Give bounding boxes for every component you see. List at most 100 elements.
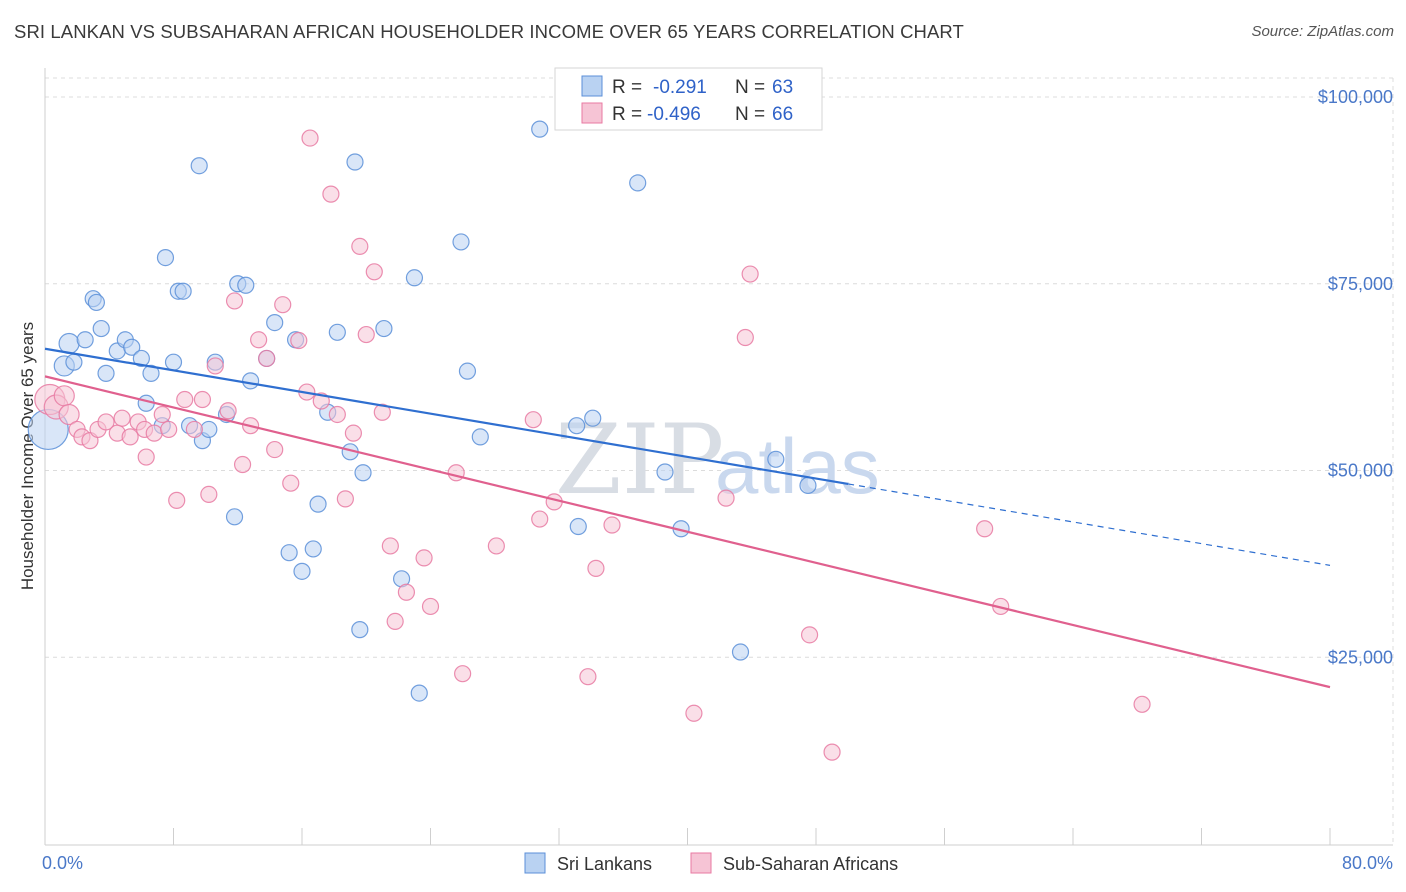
legend-swatch-sub-saharan <box>581 102 603 124</box>
sub-saharan-point <box>381 537 399 555</box>
sri-lankan-point <box>174 282 192 300</box>
bottom-legend-swatch-sri-lankans <box>524 852 546 874</box>
sri-lankan-point <box>375 319 393 338</box>
sub-saharan-trend-line <box>44 375 1331 689</box>
sub-saharan-point <box>206 357 224 375</box>
sri-lankan-point <box>452 233 470 251</box>
tick-labels: $25,000 $50,000 $75,000 $100,000 0.0% 80.0% <box>42 87 1393 873</box>
y-axis-title: Householder Income Over 65 years <box>18 322 37 590</box>
sri-lankan-point <box>304 540 322 558</box>
sub-saharan-point <box>454 665 472 683</box>
sub-saharan-point <box>137 448 155 466</box>
sub-saharan-point <box>487 537 505 555</box>
sub-saharan-point <box>145 424 163 442</box>
sub-saharan-point <box>365 263 383 281</box>
sub-saharan-point <box>322 185 340 203</box>
data-points <box>27 120 1151 761</box>
sub-saharan-point <box>53 385 75 407</box>
sub-saharan-point <box>274 296 292 314</box>
sub-saharan-point <box>258 349 276 368</box>
sub-saharan-point <box>587 559 605 577</box>
sri-lankan-point <box>242 372 260 390</box>
chart-title: SRI LANKAN VS SUBSAHARAN AFRICAN HOUSEHO… <box>14 21 964 42</box>
sub-saharan-point <box>741 265 759 283</box>
sub-saharan-point <box>447 464 465 482</box>
sri-lankan-point <box>266 313 284 332</box>
sri-lankan-point <box>92 319 110 338</box>
sub-saharan-point <box>1133 695 1151 713</box>
sub-saharan-point <box>193 390 212 409</box>
sri-lankan-point <box>351 621 369 639</box>
sub-saharan-point <box>97 413 115 431</box>
sub-saharan-point <box>344 424 362 442</box>
sri-lankan-point <box>569 517 587 536</box>
sri-lankan-point <box>280 544 298 562</box>
sri-lankan-point <box>200 420 218 439</box>
sri-lankan-point <box>328 323 346 341</box>
sri-lankan-point <box>237 276 255 294</box>
bottom-legend-swatch-sub-saharan <box>690 852 712 874</box>
source-label: Source: ZipAtlas.com <box>1251 23 1394 40</box>
bottom-legend-sub-saharan: Sub-Saharan Africans <box>723 854 898 874</box>
sub-saharan-point <box>603 516 621 534</box>
legend-swatch-sri-lankans <box>581 75 603 97</box>
sub-saharan-point <box>717 489 735 507</box>
sri-lankan-point <box>656 463 674 481</box>
sri-lankan-point <box>531 120 549 138</box>
legend-n-label: N = <box>735 77 765 98</box>
sri-lankan-point <box>346 153 364 171</box>
bottom-legend: Sri Lankans Sub-Saharan Africans <box>524 852 898 874</box>
sri-lankan-point <box>132 349 150 368</box>
sub-saharan-point <box>373 403 391 421</box>
sri-lankan-point <box>97 364 115 382</box>
legend-r-label: R = <box>612 104 642 125</box>
sri-lankan-point <box>76 331 94 349</box>
sub-saharan-point <box>168 491 186 509</box>
sub-saharan-point <box>736 328 754 347</box>
sub-saharan-point <box>290 331 308 350</box>
sub-saharan-point <box>685 704 703 722</box>
sri-lankan-point <box>410 684 428 702</box>
legend-r-label: R = <box>612 77 642 98</box>
sri-lankan-point <box>584 409 602 427</box>
sub-saharan-point <box>233 455 252 474</box>
sri-lankan-point <box>731 643 750 661</box>
sub-saharan-point <box>250 331 268 349</box>
sri-lankan-trend-extension <box>848 483 1331 566</box>
sub-saharan-point <box>386 612 404 630</box>
x-tick-label: 0.0% <box>42 853 83 873</box>
legend-n-label: N = <box>735 104 765 125</box>
sub-saharan-point <box>524 411 542 429</box>
legend-r-value: -0.496 <box>647 104 701 125</box>
sub-saharan-point <box>185 420 203 439</box>
sub-saharan-point <box>176 390 194 409</box>
sub-saharan-point <box>351 237 369 255</box>
sub-saharan-point <box>219 402 237 420</box>
sub-saharan-point <box>336 490 354 508</box>
sri-lankan-point <box>293 562 311 580</box>
sri-lankan-point <box>629 174 647 192</box>
sri-lankan-point <box>190 157 208 175</box>
sri-lankan-point <box>164 353 183 371</box>
sub-saharan-point <box>421 597 440 616</box>
sri-lankan-point <box>225 508 244 526</box>
sub-saharan-point <box>121 428 139 446</box>
sub-saharan-point <box>160 420 178 439</box>
y-tick-label: $25,000 <box>1328 647 1393 667</box>
sri-lankan-point <box>65 353 83 371</box>
sri-lankan-point <box>458 362 477 380</box>
sri-lankan-point <box>142 364 160 382</box>
sub-saharan-point <box>800 626 819 644</box>
sub-saharan-point <box>579 668 597 686</box>
sri-lankan-point <box>568 417 586 435</box>
sri-lankan-point <box>405 269 424 287</box>
sub-saharan-point <box>328 405 346 424</box>
sub-saharan-point <box>823 743 841 761</box>
sub-saharan-point <box>397 583 416 601</box>
sub-saharan-point <box>357 325 375 344</box>
sri-lankan-point <box>471 428 489 446</box>
sri-lankan-trend-line <box>44 347 849 486</box>
sub-saharan-point <box>113 409 131 427</box>
y-tick-label: $50,000 <box>1328 461 1393 481</box>
